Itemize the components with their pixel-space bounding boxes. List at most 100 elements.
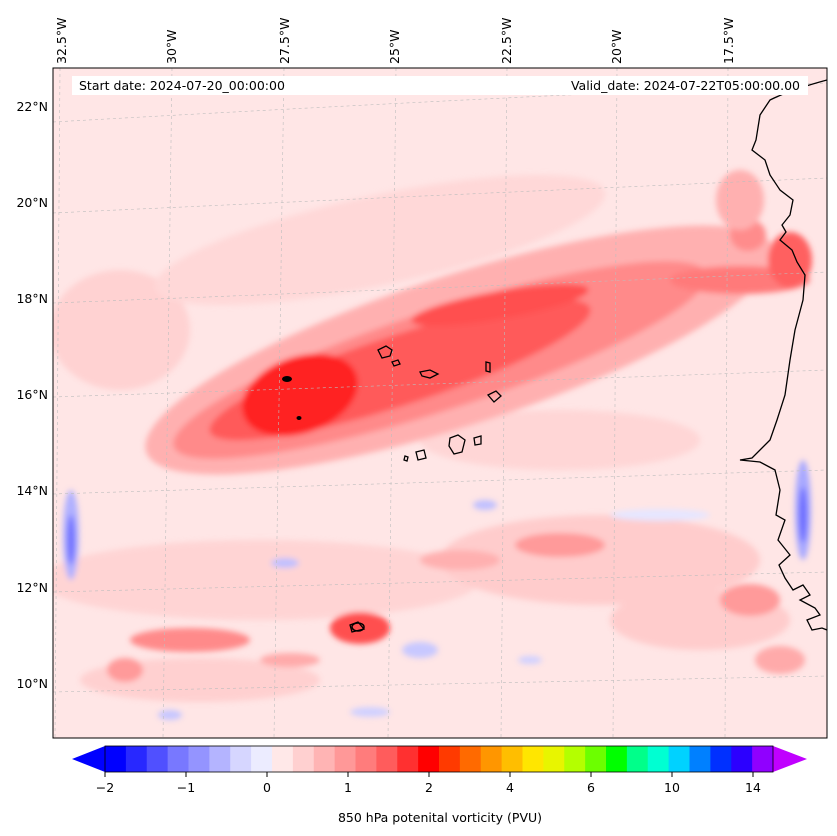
colorbar-cell <box>459 746 482 772</box>
date-banner <box>72 76 808 95</box>
colorbar-cell <box>752 746 774 772</box>
pv-region <box>107 658 143 682</box>
pv-negative <box>158 710 182 720</box>
colorbar-tick-label: 6 <box>587 780 595 795</box>
lat-label: 22°N <box>16 99 48 114</box>
pv-negative <box>271 558 299 568</box>
lon-label: 30°W <box>164 29 179 64</box>
pv-negative <box>402 642 438 658</box>
island <box>473 435 482 446</box>
pv-region <box>330 612 390 644</box>
map-panel: Start date: 2024-07-20_00:00:00 Valid_da… <box>53 68 827 738</box>
colorbar-cells <box>105 746 774 772</box>
colorbar-tick-label: 10 <box>664 780 680 795</box>
colorbar-frame <box>104 745 774 773</box>
lon-label: 17.5°W <box>721 18 736 64</box>
pv-negative <box>67 515 75 565</box>
pv-core <box>411 284 589 326</box>
lat-label: 10°N <box>16 676 48 691</box>
colorbar-cell <box>689 746 711 772</box>
pv-negative <box>610 509 710 521</box>
colorbar-ticks <box>104 772 754 777</box>
colorbar-cell <box>251 746 273 772</box>
longitude-labels: 32.5°W 30°W 27.5°W 25°W 22.5°W 20°W 17.5… <box>54 18 736 64</box>
colorbar-cell <box>376 746 398 772</box>
colorbar-cell <box>480 746 503 772</box>
pv-maxima <box>282 376 365 632</box>
valid-date-label: Valid_date: 2024-07-22T05:00:00.00 <box>571 78 800 93</box>
colorbar-cell <box>292 746 315 772</box>
pv-region <box>515 533 605 557</box>
lon-label: 22.5°W <box>499 18 514 64</box>
island <box>415 449 427 461</box>
pv-region <box>53 540 480 620</box>
pv-region <box>755 646 805 674</box>
colorbar-tick-label: −2 <box>96 780 114 795</box>
lat-label: 18°N <box>16 291 48 306</box>
colorbar-cell <box>105 746 127 772</box>
colorbar-tick-label: 0 <box>263 780 271 795</box>
colorbar-cell <box>585 746 607 772</box>
colorbar-tick-label: 14 <box>745 780 761 795</box>
colorbar-cell <box>564 746 586 772</box>
pv-negative <box>518 656 542 664</box>
colorbar-cell <box>626 746 649 772</box>
colorbar-cell <box>668 746 691 772</box>
lon-label: 20°W <box>609 29 624 64</box>
island <box>403 455 409 462</box>
island <box>391 359 401 367</box>
colorbar-cell <box>418 746 440 772</box>
colorbar-cell <box>334 746 357 772</box>
colorbar-label: 850 hPa potenital vorticity (PVU) <box>338 810 542 825</box>
pv-region <box>130 628 250 652</box>
colorbar-under-arrow <box>72 746 105 772</box>
colorbar-cell <box>188 746 210 772</box>
pv-region <box>716 170 764 230</box>
pv-region <box>768 232 812 288</box>
colorbar-cell <box>313 746 336 772</box>
colorbar-cell <box>125 746 148 772</box>
colorbar: −2 −1 0 1 2 4 6 10 14 850 hPa potenital … <box>72 745 807 825</box>
colorbar-cell <box>606 746 628 772</box>
island <box>486 390 502 403</box>
lat-label: 20°N <box>16 195 48 210</box>
pv-region <box>420 550 500 570</box>
coastline <box>349 79 827 633</box>
colorbar-tick-labels: −2 −1 0 1 2 4 6 10 14 <box>96 780 761 795</box>
start-date-label: Start date: 2024-07-20_00:00:00 <box>79 78 285 93</box>
pv-region <box>260 653 320 667</box>
colorbar-cell <box>146 746 169 772</box>
latitude-labels: 22°N 20°N 18°N 16°N 14°N 12°N 10°N <box>16 99 48 691</box>
colorbar-cell <box>501 746 524 772</box>
africa-coastline <box>739 79 827 631</box>
colorbar-cell <box>209 746 231 772</box>
colorbar-over-arrow <box>773 746 807 772</box>
island <box>349 621 366 633</box>
island <box>448 434 466 455</box>
pv-max-core <box>282 376 292 382</box>
map-frame <box>52 67 828 739</box>
gridlines <box>53 68 827 738</box>
pv-region <box>154 175 606 305</box>
colorbar-cell <box>230 746 252 772</box>
pv-negative <box>350 707 390 717</box>
pv-negative <box>799 487 807 543</box>
pv-core <box>242 353 358 437</box>
colorbar-cell <box>167 746 190 772</box>
colorbar-cell <box>272 746 294 772</box>
island <box>419 369 440 379</box>
pv-negative <box>473 500 497 510</box>
colorbar-tick-label: −1 <box>177 780 195 795</box>
lon-label: 27.5°W <box>277 18 292 64</box>
pv-region <box>440 515 760 605</box>
pv-region <box>53 270 190 390</box>
colorbar-cell <box>355 746 377 772</box>
colorbar-cell <box>543 746 565 772</box>
colorbar-cell <box>710 746 732 772</box>
colorbar-cell <box>647 746 670 772</box>
colorbar-tick-label: 4 <box>506 780 514 795</box>
lat-label: 14°N <box>16 483 48 498</box>
colorbar-cell <box>522 746 544 772</box>
pv-region <box>720 584 780 616</box>
